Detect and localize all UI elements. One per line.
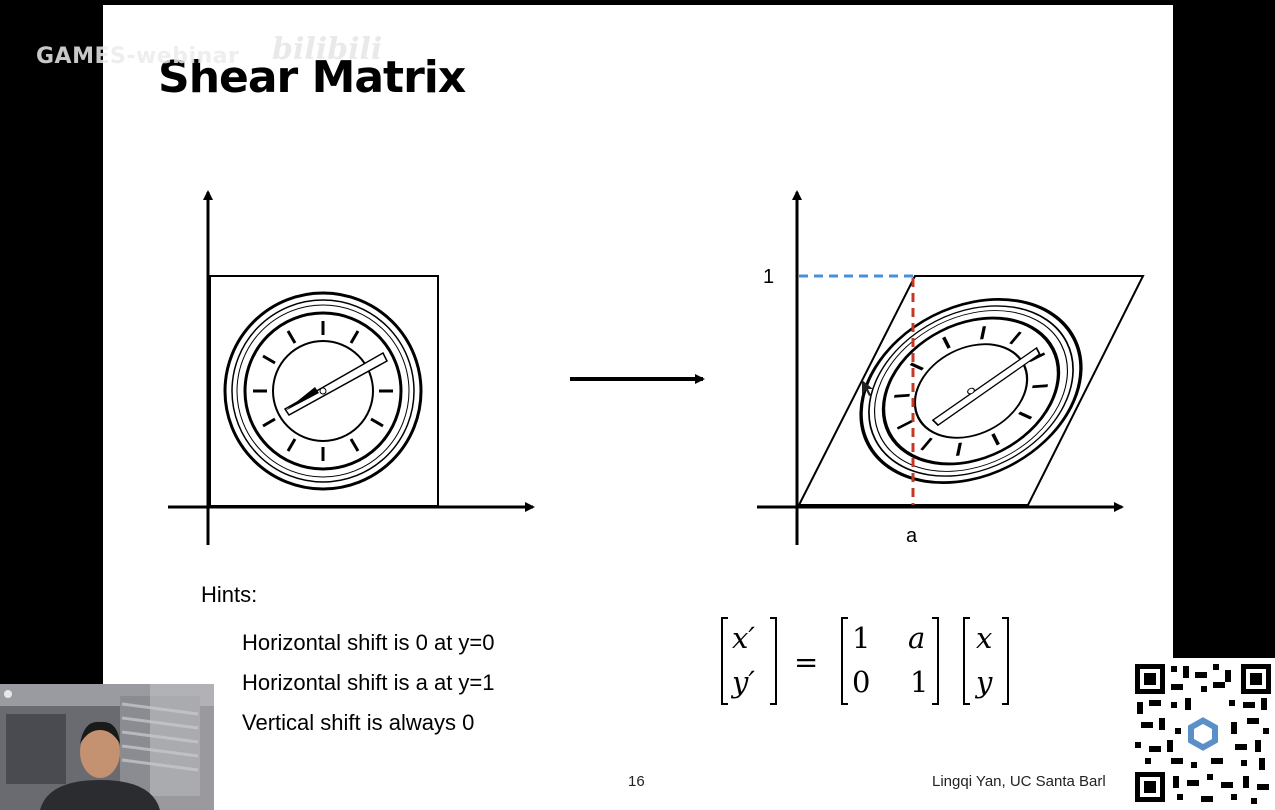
label-one: 1 [763, 266, 775, 288]
eq-rhs-y: y [974, 665, 993, 699]
eq-m11: 1 [852, 621, 870, 655]
eq-m21: 0 [852, 665, 870, 699]
sheared-figure [757, 190, 1145, 545]
watermark-text: GAMES-webinar [36, 44, 240, 69]
unit-square [209, 275, 439, 507]
original-figure [168, 190, 535, 545]
eq-m12: a [908, 621, 925, 655]
sheared-clock-icon [859, 297, 1083, 485]
eq-lhs-y: y′ [730, 665, 755, 699]
sheared-parallelogram [797, 275, 1145, 506]
page-number: 16 [628, 773, 645, 790]
eq-m22: 1 [910, 665, 928, 699]
eq-equals: = [794, 645, 818, 679]
hint-item: Vertical shift is always 0 [242, 710, 475, 735]
hint-item: Horizontal shift is a at y=1 [242, 670, 495, 695]
bilibili-logo: bilibili [272, 32, 383, 67]
label-a: a [906, 525, 918, 547]
hint-item: Horizontal shift is 0 at y=0 [242, 630, 495, 655]
eq-lhs-x: x′ [732, 621, 755, 655]
mouse-cursor-icon [862, 380, 873, 396]
hints-heading: Hints: [201, 582, 258, 607]
presenter-video [0, 684, 214, 810]
clock-icon [223, 291, 423, 491]
shear-equation: x′ y′ = 1 a 0 1 x y [721, 617, 1009, 705]
author-credit: Lingqi Yan, UC Santa Barl [932, 773, 1106, 790]
qr-code-icon [1131, 658, 1275, 810]
presenter-icon [0, 684, 214, 810]
eq-rhs-x: x [976, 621, 992, 655]
qr-code[interactable] [1131, 658, 1275, 810]
slide-title: Shear Matrix [158, 52, 466, 103]
